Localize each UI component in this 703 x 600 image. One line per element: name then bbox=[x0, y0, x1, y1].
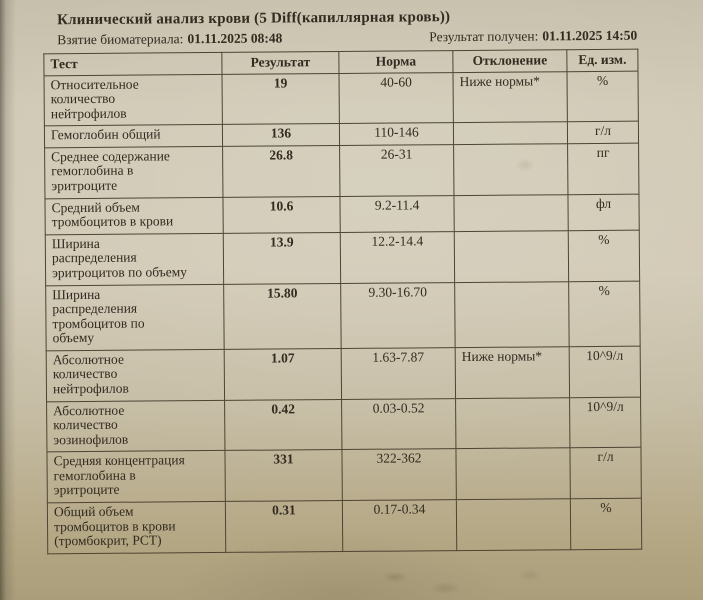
results-table: Тест Результат Норма Отклонение Ед. изм.… bbox=[43, 49, 642, 554]
norm-cell: 1.63-7.87 bbox=[341, 347, 456, 400]
deviation-cell bbox=[453, 143, 568, 196]
biomaterial-taken-datetime: 01.11.2025 08:48 bbox=[187, 30, 283, 47]
table-row: Среднее содержание гемоглобина в эритроц… bbox=[44, 143, 639, 199]
table-row: Ширина распределения тромбоцитов по объе… bbox=[45, 280, 641, 351]
unit-cell: фл bbox=[567, 193, 640, 231]
header-cell-result: Результат bbox=[221, 51, 339, 75]
table-row: Относительное количество нейтрофилов 19 … bbox=[44, 70, 639, 127]
test-name-cell: Относительное количество нейтрофилов bbox=[44, 74, 223, 127]
deviation-cell bbox=[453, 194, 569, 232]
header-cell-deviation: Отклонение bbox=[452, 49, 567, 73]
deviation-cell bbox=[454, 281, 570, 348]
unit-cell: пг bbox=[567, 143, 639, 195]
result-cell: 15.80 bbox=[223, 283, 342, 350]
test-name-cell: Гемоглобин общий bbox=[44, 124, 223, 148]
result-cell: 331 bbox=[224, 449, 343, 502]
norm-cell: 9.2-11.4 bbox=[339, 195, 455, 233]
result-cell: 19 bbox=[221, 73, 340, 125]
biomaterial-taken: Взятие биоматериала: 01.11.2025 08:48 bbox=[57, 30, 282, 48]
result-cell: 10.6 bbox=[222, 196, 341, 234]
table-row: Средняя концентрация гемоглобина в эритр… bbox=[46, 447, 642, 503]
table-row: Абсолютное количество нейтрофилов 1.07 1… bbox=[46, 345, 641, 402]
unit-cell: г/л bbox=[567, 121, 639, 144]
unit-cell: % bbox=[568, 280, 641, 347]
table-row: Абсолютное количество эозинофилов 0.42 0… bbox=[46, 396, 641, 453]
result-cell: 26.8 bbox=[222, 145, 340, 198]
deviation-cell: Ниже нормы* bbox=[452, 71, 568, 123]
header-cell-unit: Ед. изм. bbox=[566, 49, 638, 72]
deviation-cell: Ниже нормы* bbox=[455, 346, 570, 399]
biomaterial-taken-label: Взятие биоматериала: bbox=[57, 31, 184, 48]
table-row: Средний объем тромбоцитов в крови 10.6 9… bbox=[44, 193, 640, 235]
table-row: Ширина распределения эритроцитов по объе… bbox=[45, 229, 640, 286]
result-received: Результат получен: 01.11.2025 14:50 bbox=[429, 28, 637, 46]
deviation-cell bbox=[456, 498, 571, 551]
norm-cell: 26-31 bbox=[339, 144, 454, 197]
test-name-cell: Средний объем тромбоцитов в крови bbox=[44, 197, 224, 235]
test-name-cell: Абсолютное количество нейтрофилов bbox=[46, 349, 225, 402]
test-name-cell: Абсолютное количество эозинофилов bbox=[46, 399, 225, 453]
unit-cell: 10^9/л bbox=[569, 396, 641, 449]
norm-cell: 0.03-0.52 bbox=[341, 398, 456, 450]
unit-cell: % bbox=[566, 70, 639, 123]
report-meta: Взятие биоматериала: 01.11.2025 08:48 Рез… bbox=[57, 28, 637, 49]
unit-cell: г/л bbox=[569, 447, 642, 499]
result-cell: 0.42 bbox=[224, 399, 342, 451]
unit-cell: 10^9/л bbox=[569, 345, 641, 398]
report-title: Клинический анализ крови (5 Diff(капилля… bbox=[57, 9, 451, 29]
header-cell-norm: Норма bbox=[338, 50, 453, 74]
norm-cell: 322-362 bbox=[341, 448, 457, 501]
test-name-cell: Средняя концентрация гемоглобина в эритр… bbox=[46, 450, 226, 503]
norm-cell: 9.30-16.70 bbox=[340, 282, 456, 349]
result-cell: 0.31 bbox=[225, 500, 343, 553]
deviation-cell bbox=[454, 230, 569, 283]
test-name-cell: Ширина распределения тромбоцитов по объе… bbox=[45, 283, 225, 351]
deviation-cell bbox=[453, 122, 568, 145]
table-body: Относительное количество нейтрофилов 19 … bbox=[44, 70, 642, 554]
result-cell: 1.07 bbox=[224, 348, 342, 400]
result-cell: 136 bbox=[222, 123, 340, 147]
norm-cell: 12.2-14.4 bbox=[340, 231, 455, 284]
norm-cell: 40-60 bbox=[338, 72, 454, 124]
result-received-label: Результат получен: bbox=[429, 28, 539, 45]
test-name-cell: Общий объем тромбоцитов в крови (тромбок… bbox=[47, 501, 226, 554]
header-cell-test: Тест bbox=[43, 52, 222, 76]
norm-cell: 110-146 bbox=[339, 122, 454, 146]
test-name-cell: Ширина распределения эритроцитов по объе… bbox=[45, 233, 224, 286]
result-cell: 13.9 bbox=[223, 232, 341, 284]
lab-report-document: Клинический анализ крови (5 Diff(капилля… bbox=[43, 8, 642, 554]
deviation-cell bbox=[455, 397, 570, 449]
test-name-cell: Среднее содержание гемоглобина в эритроц… bbox=[44, 146, 223, 199]
norm-cell: 0.17-0.34 bbox=[342, 499, 457, 552]
unit-cell: % bbox=[570, 498, 642, 550]
table-row: Общий объем тромбоцитов в крови (тромбок… bbox=[47, 498, 642, 554]
unit-cell: % bbox=[568, 229, 640, 282]
result-received-datetime: 01.11.2025 14:50 bbox=[542, 27, 638, 44]
deviation-cell bbox=[455, 448, 571, 500]
